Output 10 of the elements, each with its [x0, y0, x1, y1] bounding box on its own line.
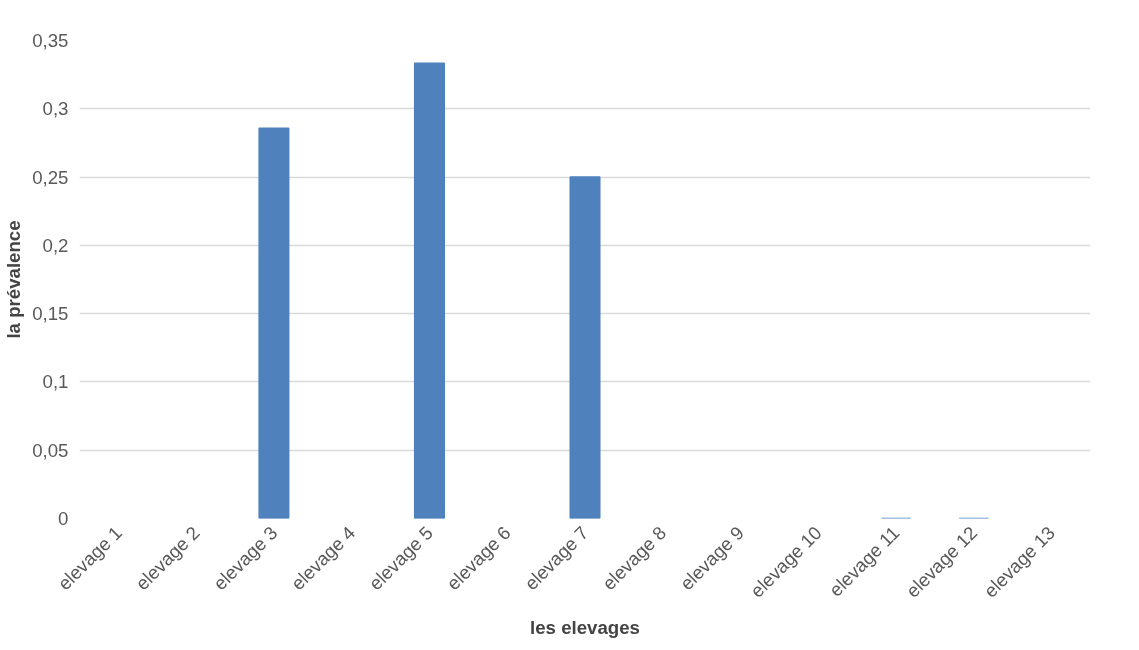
- y-tick-label: 0,35: [32, 30, 69, 51]
- y-tick-label: 0,25: [32, 166, 69, 188]
- y-tick-label: 0,2: [42, 234, 69, 256]
- y-tick-label: 0,1: [42, 371, 69, 393]
- y-tick-label: 0,15: [32, 303, 69, 325]
- y-axis-title: la prévalence: [3, 220, 25, 339]
- y-tick-label: 0: [58, 508, 69, 529]
- y-tick-label: 0,05: [32, 439, 69, 461]
- y-tick-label: 0,3: [42, 98, 69, 120]
- x-axis-title: les elevages: [530, 616, 640, 638]
